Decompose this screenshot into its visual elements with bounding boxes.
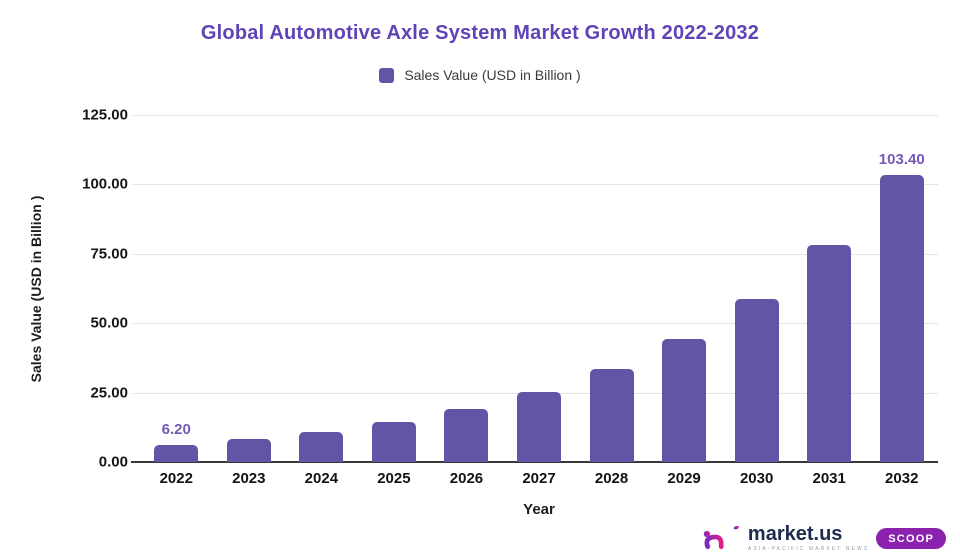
logo-name: market.us — [747, 523, 843, 545]
bar-column-2026 — [430, 115, 503, 462]
x-tick-label-2026: 2026 — [449, 470, 484, 487]
gridline — [133, 184, 938, 186]
y-tick-label: 125.00 — [82, 106, 128, 124]
x-tick-label-2024: 2024 — [304, 470, 339, 487]
x-tick-label-2022: 2022 — [159, 470, 193, 487]
bar-2032[interactable] — [879, 174, 924, 462]
x-tick-label-2030: 2030 — [739, 470, 774, 487]
y-tick-labels: 0.00 25.00 50.00 75.00 100.00 125.00 — [0, 107, 128, 471]
bar-2022[interactable] — [154, 444, 199, 462]
y-tick-label: 0.00 — [98, 453, 128, 471]
x-tick-label-2023: 2023 — [232, 470, 266, 487]
bar-column-2022: 6.20 — [140, 115, 213, 462]
bar-column-2029 — [648, 115, 721, 462]
bar-2023[interactable] — [226, 439, 271, 462]
brand-logo: market.us ASIA-PACIFIC MARKET NEWS SCOOP — [703, 524, 946, 552]
bars-row: 6.20 103.40 — [140, 115, 938, 462]
gridline — [133, 115, 938, 116]
y-tick-label: 100.00 — [82, 175, 128, 193]
bar-2029[interactable] — [662, 338, 707, 462]
legend-swatch — [379, 67, 395, 83]
x-tick-label-2032: 2032 — [885, 470, 919, 487]
scoop-badge: SCOOP — [876, 527, 946, 549]
x-axis-line — [131, 461, 938, 463]
bar-2028[interactable] — [589, 368, 634, 462]
x-tick-labels: 2022 2023 2024 2025 2026 2027 2028 2029 2030 2031… — [140, 470, 938, 487]
plot-area: 6.20 103.40 — [131, 115, 938, 463]
x-axis-title: Year — [523, 501, 555, 518]
bar-column-2023 — [213, 115, 286, 462]
bar-column-2032: 103.40 — [865, 115, 938, 462]
legend-label: Sales Value (USD in Billion ) — [404, 67, 581, 83]
bar-column-2024 — [285, 115, 358, 462]
logo-text-block: market.us ASIA-PACIFIC MARKET NEWS — [748, 524, 869, 552]
marketus-logo-icon — [703, 525, 739, 550]
gridline — [133, 323, 938, 325]
x-tick-label-2031: 2031 — [812, 470, 846, 487]
bar-column-2030 — [720, 115, 793, 462]
y-tick-label: 50.00 — [90, 314, 128, 332]
bar-2025[interactable] — [371, 421, 416, 462]
legend-item[interactable]: Sales Value (USD in Billion ) — [0, 67, 960, 83]
bar-2026[interactable] — [444, 408, 489, 462]
chart-title: Global Automotive Axle System Market Gro… — [200, 22, 760, 44]
x-tick-label-2025: 2025 — [377, 470, 411, 487]
bar-2024[interactable] — [299, 431, 344, 462]
bar-2031[interactable] — [807, 245, 852, 462]
bar-column-2028 — [575, 115, 648, 462]
x-tick-label-2029: 2029 — [667, 470, 701, 487]
logo-tagline: ASIA-PACIFIC MARKET NEWS — [747, 546, 870, 552]
bar-value-label-2032: 103.40 — [878, 150, 925, 168]
bar-2030[interactable] — [734, 298, 779, 462]
bar-2027[interactable] — [517, 391, 561, 462]
bar-column-2027 — [503, 115, 576, 462]
x-tick-label-2027: 2027 — [522, 470, 556, 487]
x-tick-label-2028: 2028 — [594, 470, 629, 487]
y-tick-label: 75.00 — [90, 245, 128, 263]
y-tick-label: 25.00 — [90, 384, 128, 402]
bar-value-label-2022: 6.20 — [161, 420, 191, 438]
bar-column-2031 — [793, 115, 866, 462]
bar-column-2025 — [358, 115, 431, 462]
gridline — [133, 253, 938, 255]
